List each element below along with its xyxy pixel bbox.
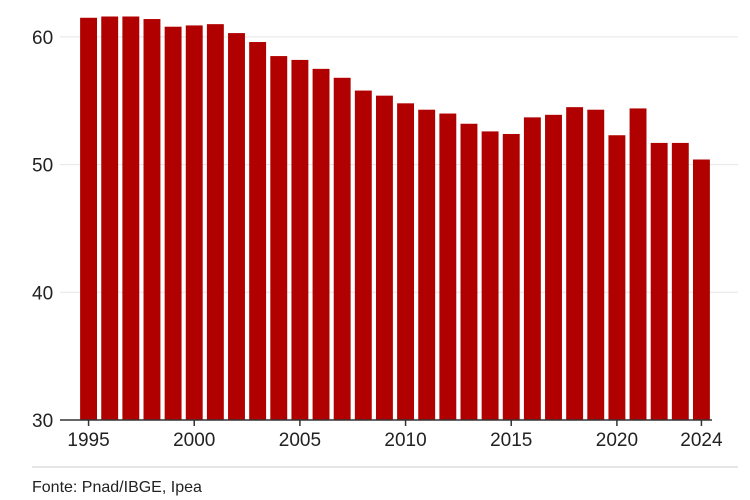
bar-2019 xyxy=(587,109,605,420)
x-tick-labels: 1995 2000 2005 2010 2015 2020 2024 xyxy=(67,430,723,451)
bar-2011 xyxy=(418,109,436,420)
bar-2007 xyxy=(333,77,351,421)
bar-2008 xyxy=(354,90,372,421)
axes xyxy=(60,419,712,426)
bars xyxy=(80,16,710,421)
bar-1997 xyxy=(122,16,140,420)
x-tick-label-2000: 2000 xyxy=(173,430,215,451)
bar-2018 xyxy=(566,107,584,421)
x-tick-label-2010: 2010 xyxy=(384,430,426,451)
y-tick-label-30: 30 xyxy=(32,411,53,432)
bar-2020 xyxy=(608,135,626,420)
bar-2005 xyxy=(291,59,309,421)
bar-2024 xyxy=(692,159,710,420)
y-tick-label-60: 60 xyxy=(32,28,53,49)
x-tick-label-2015: 2015 xyxy=(490,430,532,451)
x-tick-label-2005: 2005 xyxy=(279,430,321,451)
bar-2013 xyxy=(460,123,478,420)
bar-2023 xyxy=(671,142,689,420)
bar-2014 xyxy=(481,131,499,420)
source-note: Fonte: Pnad/IBGE, Ipea xyxy=(32,479,202,496)
bar-2022 xyxy=(650,142,668,420)
bar-2009 xyxy=(375,95,393,421)
bar-2003 xyxy=(249,42,267,421)
bar-2001 xyxy=(206,24,224,421)
bar-2010 xyxy=(397,103,415,421)
bar-1998 xyxy=(143,19,161,421)
bar-2021 xyxy=(629,108,647,420)
bar-2004 xyxy=(270,56,288,420)
bar-2000 xyxy=(185,25,203,421)
bar-2006 xyxy=(312,68,330,420)
x-tick-label-2020: 2020 xyxy=(596,430,638,451)
y-tick-labels: 30 40 50 60 xyxy=(32,28,53,432)
x-tick-label-2024: 2024 xyxy=(680,430,723,451)
bar-1996 xyxy=(101,16,119,420)
bar-2016 xyxy=(523,117,541,420)
y-tick-label-50: 50 xyxy=(32,156,53,177)
bar-2012 xyxy=(439,113,457,421)
bar-1995 xyxy=(80,17,98,421)
bar-2015 xyxy=(502,133,520,420)
bar-2002 xyxy=(228,33,245,420)
y-tick-label-40: 40 xyxy=(32,283,53,304)
x-tick-label-1995: 1995 xyxy=(67,430,109,451)
bar-2017 xyxy=(545,114,562,421)
bar-1999 xyxy=(164,26,182,420)
